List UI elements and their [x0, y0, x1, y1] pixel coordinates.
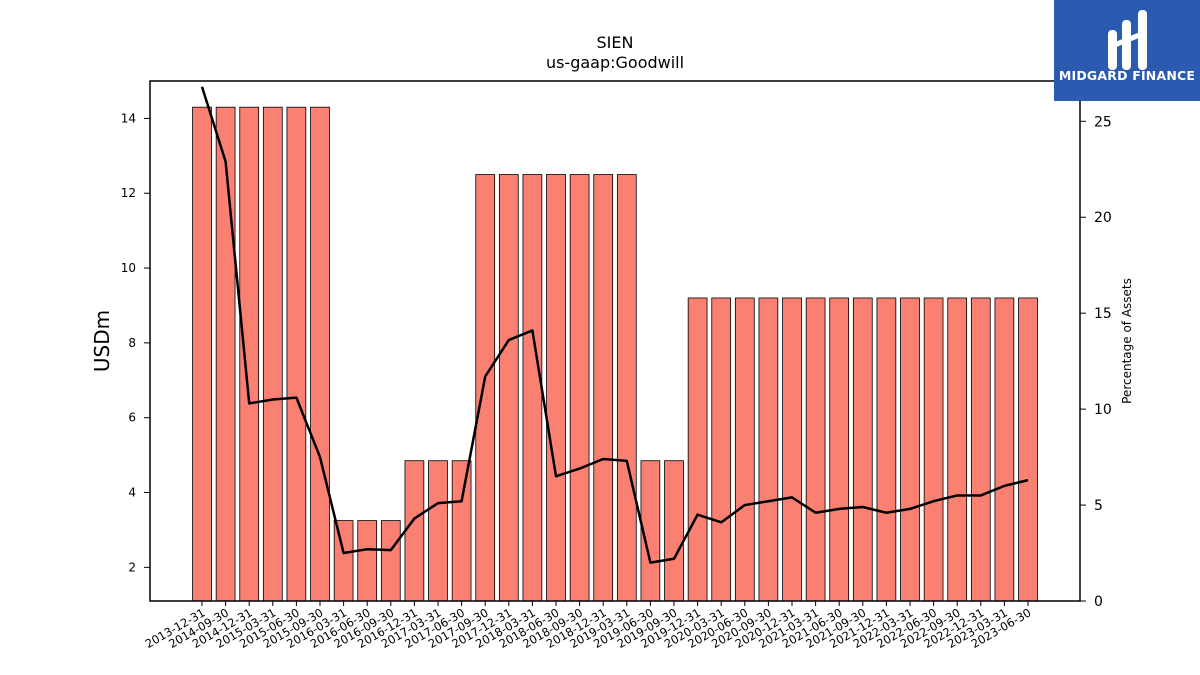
- left-tick-label: 10: [121, 261, 136, 275]
- bar: [994, 297, 1015, 602]
- bar: [475, 174, 496, 602]
- bar: [805, 297, 826, 602]
- bar: [286, 106, 307, 602]
- bar: [380, 520, 401, 602]
- bar: [782, 297, 802, 602]
- percentage-line: [200, 86, 1029, 564]
- chart-subtitle: us-gaap:Goodwill: [546, 53, 684, 72]
- bar: [428, 460, 448, 602]
- plot-frame: [149, 80, 1081, 602]
- right-axis-ticks: 0 5 10 15 20 25: [1080, 114, 1112, 610]
- bar: [239, 106, 260, 602]
- bar: [923, 297, 944, 602]
- brand-logo: MIDGARD FINANCE: [1054, 0, 1200, 101]
- bar: [900, 297, 920, 602]
- right-tick-label: 15: [1094, 306, 1112, 322]
- bar: [829, 297, 850, 602]
- right-axis-title: Percentage of Assets: [1120, 278, 1134, 404]
- bar: [522, 174, 543, 602]
- bar: [734, 297, 755, 602]
- brand-name: MIDGARD FINANCE: [1058, 68, 1196, 83]
- bar: [687, 297, 708, 602]
- bar: [215, 106, 236, 602]
- bar: [310, 106, 330, 602]
- bar-series: [192, 106, 1038, 602]
- left-tick-label: 4: [128, 486, 136, 500]
- bar: [333, 520, 354, 602]
- bar: [876, 297, 897, 602]
- right-tick-label: 20: [1094, 210, 1112, 226]
- bar: [546, 174, 566, 602]
- right-tick-label: 0: [1094, 594, 1103, 610]
- bar: [404, 460, 425, 602]
- left-tick-label: 8: [128, 336, 136, 350]
- chart-title: SIEN: [597, 33, 634, 52]
- bar: [616, 174, 637, 602]
- midgard-finance-logo-icon: [1108, 10, 1147, 70]
- right-tick-label: 5: [1094, 498, 1103, 514]
- right-tick-label: 10: [1094, 402, 1112, 418]
- x-axis-ticks: 2013-12-312014-09-302014-12-312015-03-31…: [143, 601, 1034, 651]
- left-tick-label: 2: [128, 560, 136, 574]
- left-tick-label: 6: [128, 411, 136, 425]
- left-axis-title: USDm: [90, 310, 114, 372]
- bar: [262, 106, 283, 602]
- bar: [498, 174, 519, 602]
- left-tick-label: 14: [121, 111, 136, 125]
- bar: [192, 106, 212, 602]
- bar: [947, 297, 968, 602]
- bar: [593, 174, 614, 602]
- bar: [569, 174, 590, 602]
- left-tick-label: 12: [121, 186, 136, 200]
- right-tick-label: 25: [1094, 114, 1112, 130]
- bar: [711, 297, 732, 602]
- bar: [451, 460, 472, 602]
- left-axis-ticks: 2 4 6 8 10 12 14: [121, 111, 150, 574]
- bar: [664, 460, 684, 602]
- bar: [1018, 297, 1038, 602]
- bar: [758, 297, 779, 602]
- bar: [852, 297, 873, 602]
- bar: [970, 297, 991, 602]
- bar: [357, 520, 378, 602]
